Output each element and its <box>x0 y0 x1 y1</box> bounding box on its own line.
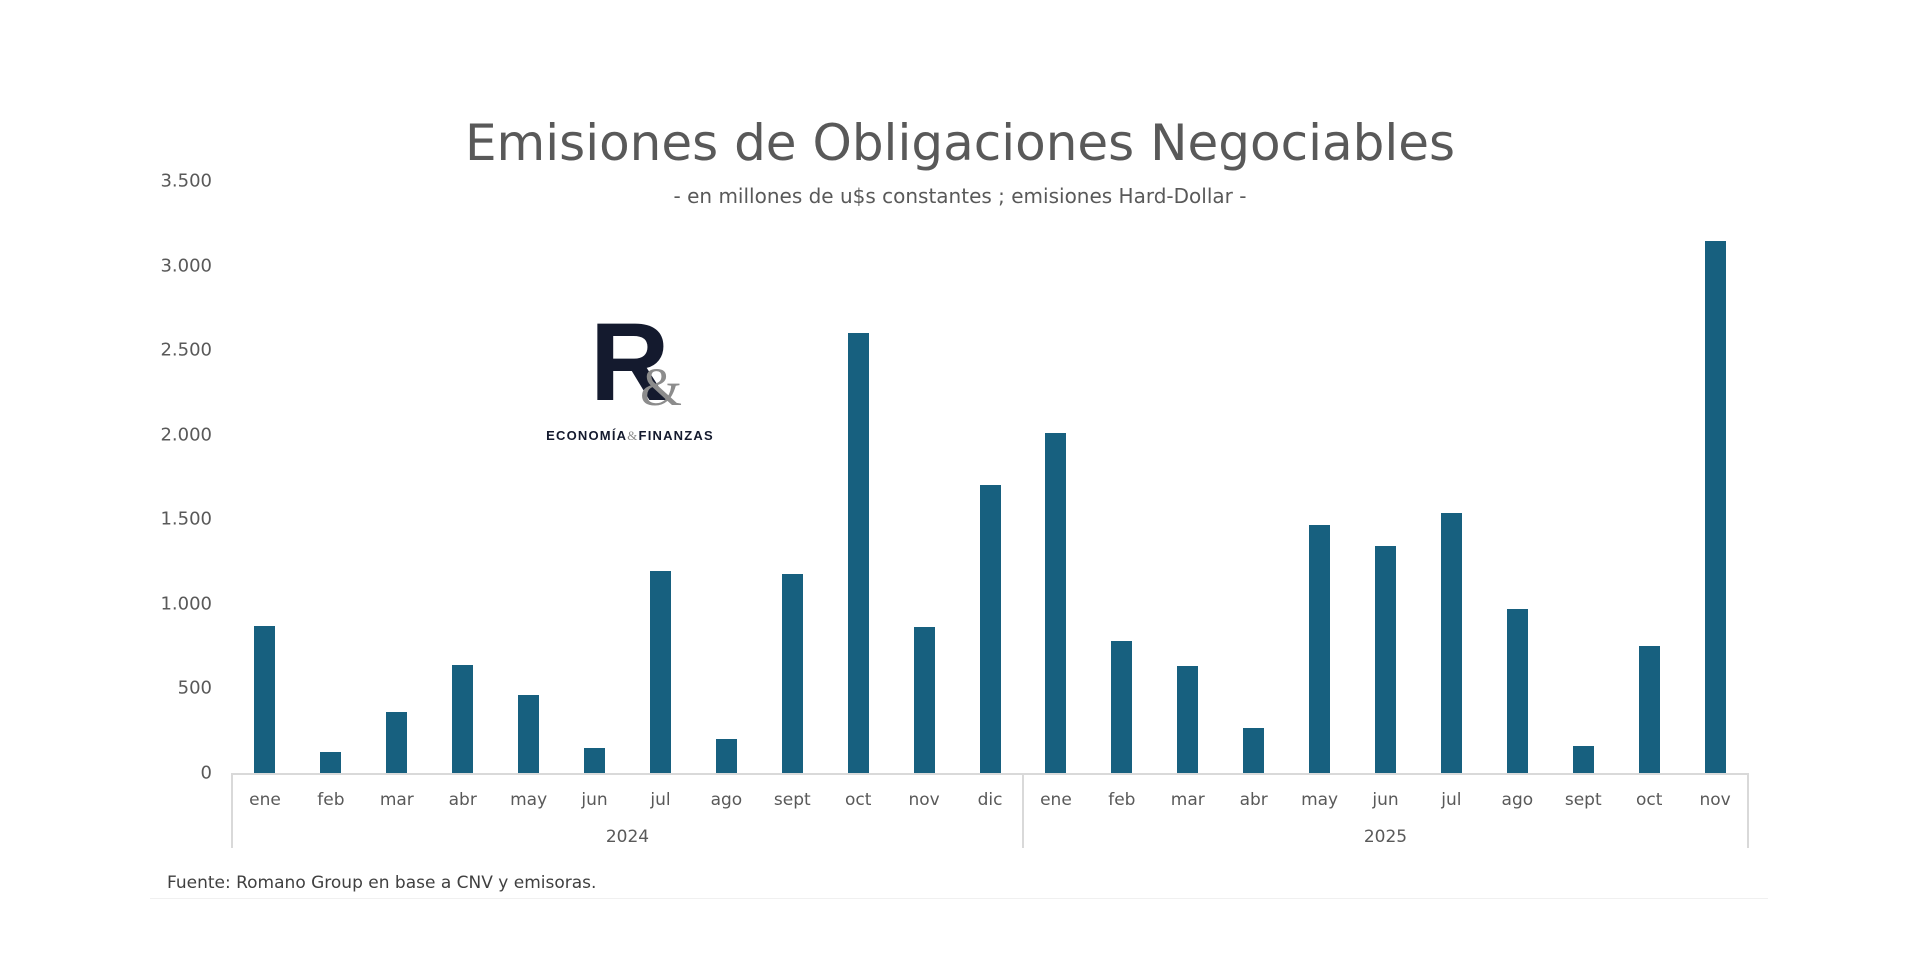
year-group-label: 2025 <box>1363 827 1408 847</box>
x-tick-label: mar <box>1170 790 1205 810</box>
y-tick-label: 3.500 <box>160 170 212 192</box>
y-tick-label: 3.000 <box>160 255 212 277</box>
bar-jun-2024 <box>584 748 606 773</box>
bar-abr-2025 <box>1243 728 1265 773</box>
y-tick-label: 2.000 <box>160 424 212 446</box>
group-divider <box>1021 773 1024 848</box>
x-tick-label: abr <box>1239 790 1268 810</box>
logo-word-left: ECONOMÍA <box>546 428 628 443</box>
x-tick-label: mar <box>379 790 414 810</box>
x-tick-label: may <box>510 790 548 810</box>
economia-finanzas-logo: R & ECONOMÍA&FINANZAS <box>536 308 724 446</box>
bar-sept-2024 <box>781 573 803 773</box>
x-tick-label: dic <box>977 790 1003 810</box>
bar-mar-2025 <box>1177 665 1199 773</box>
logo-word-amp: & <box>627 428 639 443</box>
x-tick-label: ago <box>1501 790 1534 810</box>
bar-may-2025 <box>1309 524 1331 773</box>
x-tick-label: oct <box>844 790 872 810</box>
y-tick-label: 2.500 <box>160 339 212 361</box>
chart-title: Emisiones de Obligaciones Negociables <box>464 114 1456 172</box>
x-tick-label: jun <box>581 790 608 810</box>
x-axis-line <box>232 773 1748 775</box>
bar-nov-2024 <box>913 626 935 773</box>
x-tick-label: sept <box>773 790 811 810</box>
x-tick-label: jun <box>1372 790 1399 810</box>
logo-wordmark: ECONOMÍA&FINANZAS <box>536 428 724 444</box>
x-tick-label: nov <box>1699 790 1731 810</box>
bar-ago-2025 <box>1506 608 1528 773</box>
group-divider <box>231 773 233 848</box>
bar-oct-2024 <box>847 332 869 773</box>
bar-feb-2024 <box>320 751 342 773</box>
logo-ampersand: & <box>640 357 683 417</box>
x-tick-label: ene <box>1040 790 1072 810</box>
y-tick-label: 1.000 <box>160 593 212 615</box>
x-tick-label: jul <box>650 790 671 810</box>
bar-ene-2024 <box>254 625 276 773</box>
bar-jul-2025 <box>1440 512 1462 773</box>
bar-dic-2024 <box>979 485 1001 773</box>
x-tick-label: ago <box>710 790 743 810</box>
bar-mar-2024 <box>386 712 408 773</box>
x-tick-label: jul <box>1441 790 1462 810</box>
x-tick-label: sept <box>1564 790 1602 810</box>
plot-area <box>232 181 1748 773</box>
chart-subtitle: - en millones de u$s constantes ; emisio… <box>673 184 1247 208</box>
x-tick-label: feb <box>1108 790 1136 810</box>
x-tick-label: ene <box>249 790 281 810</box>
bar-nov-2025 <box>1704 240 1726 773</box>
x-tick-label: oct <box>1635 790 1663 810</box>
x-tick-label: may <box>1301 790 1339 810</box>
bar-feb-2025 <box>1111 641 1133 773</box>
bar-ago-2024 <box>715 738 737 773</box>
y-tick-label: 1.500 <box>160 508 212 530</box>
x-tick-label: feb <box>317 790 345 810</box>
group-divider <box>1747 773 1749 848</box>
source-note: Fuente: Romano Group en base a CNV y emi… <box>167 873 597 893</box>
bottom-divider <box>150 898 1768 899</box>
bar-may-2024 <box>518 694 540 773</box>
bar-ene-2025 <box>1045 432 1067 773</box>
bar-jul-2024 <box>649 571 671 773</box>
x-tick-label: nov <box>908 790 940 810</box>
bar-abr-2024 <box>452 665 474 773</box>
y-tick-label: 500 <box>177 677 212 699</box>
bar-sept-2025 <box>1572 745 1594 773</box>
year-group-label: 2024 <box>605 827 650 847</box>
logo-word-right: FINANZAS <box>638 428 714 443</box>
x-tick-label: abr <box>448 790 477 810</box>
logo-letter: R <box>590 301 670 424</box>
bar-jun-2025 <box>1374 545 1396 773</box>
y-tick-label: 0 <box>200 762 212 784</box>
bar-oct-2025 <box>1638 645 1660 773</box>
